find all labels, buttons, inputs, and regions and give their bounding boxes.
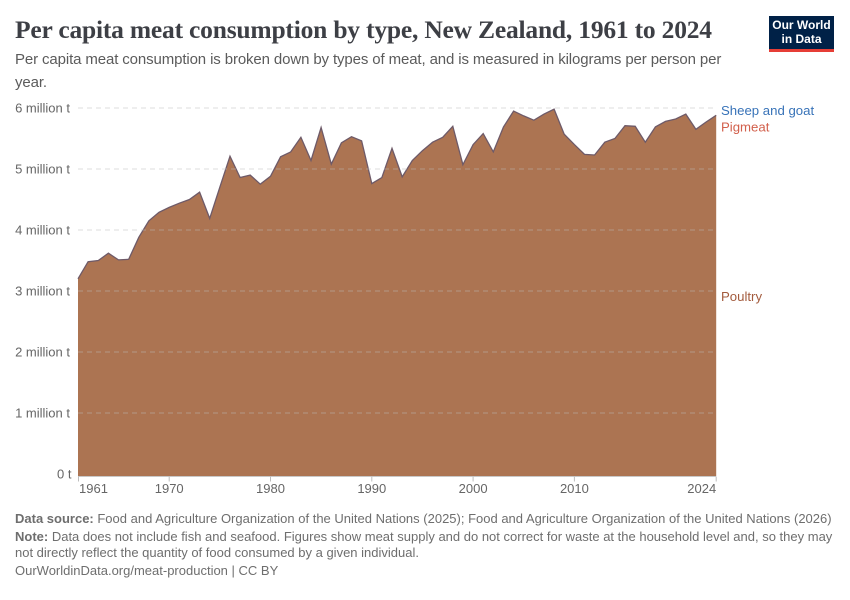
- svg-text:2010: 2010: [560, 481, 589, 496]
- svg-text:1961: 1961: [79, 481, 108, 496]
- svg-text:Poultry: Poultry: [721, 289, 762, 304]
- svg-text:2000: 2000: [459, 481, 488, 496]
- svg-text:4 million t: 4 million t: [15, 223, 70, 238]
- svg-text:5 million t: 5 million t: [15, 162, 70, 177]
- svg-text:Pigmeat: Pigmeat: [721, 120, 770, 135]
- svg-text:3 million t: 3 million t: [15, 284, 70, 299]
- svg-text:1 million t: 1 million t: [15, 406, 70, 421]
- svg-text:2 million t: 2 million t: [15, 345, 70, 360]
- svg-text:Sheep and goat: Sheep and goat: [721, 103, 814, 118]
- svg-text:1970: 1970: [155, 481, 184, 496]
- svg-text:6 million t: 6 million t: [15, 101, 70, 116]
- svg-text:2024: 2024: [687, 481, 716, 496]
- svg-text:0 t: 0 t: [57, 467, 72, 482]
- svg-text:1990: 1990: [357, 481, 386, 496]
- svg-text:1980: 1980: [256, 481, 285, 496]
